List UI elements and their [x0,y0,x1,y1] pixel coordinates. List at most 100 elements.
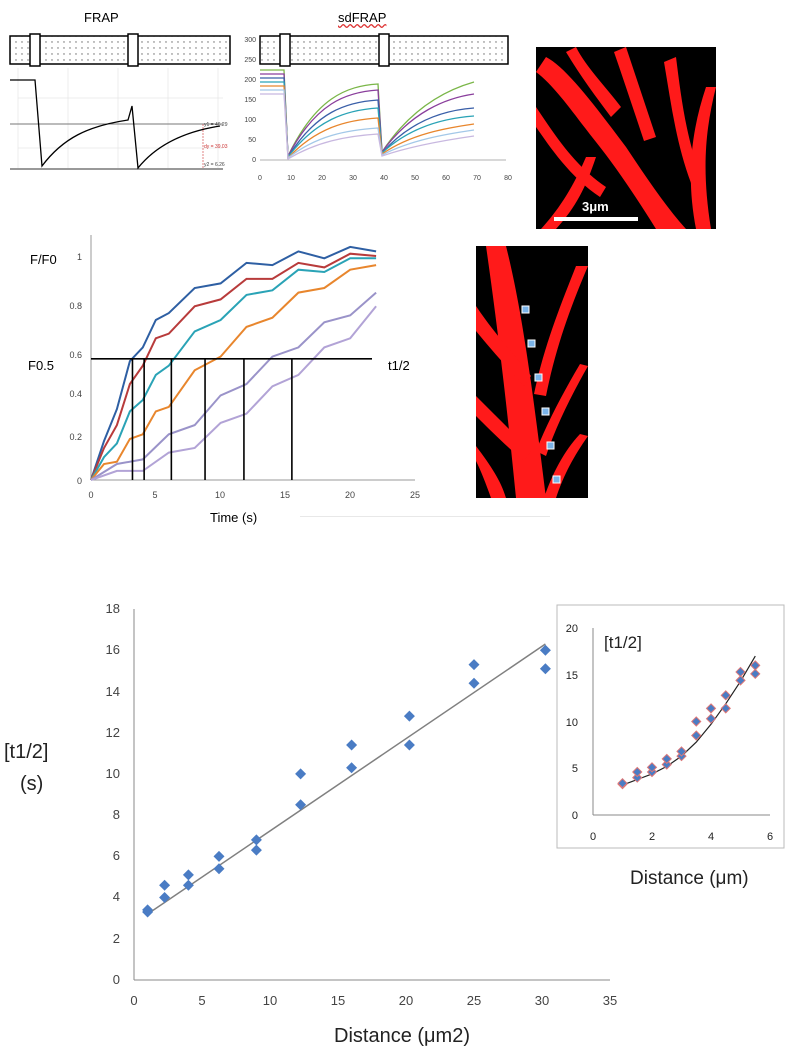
inset-scatter-point [617,778,628,789]
scatter-point [468,677,480,689]
thalf-vs-distance-inset: [t1/2] 0 5 10 15 20 0 2 4 6 [556,604,785,849]
inset-y-tick: 10 [566,717,578,729]
roi-marker [527,339,536,348]
inset-scatter-point [661,759,672,770]
scatter-point [346,739,358,751]
sdfrap-y-tick: 250 [244,57,256,64]
inset-y-label: [t1/2] [604,633,642,652]
panel-c-y-tick: 2 [113,931,120,946]
panel-b-f-half-label: F0.5 [28,358,54,373]
panel-b-y-tick: 0.2 [69,432,82,442]
faint-box [300,516,550,527]
panel-b-y-tick: 0.6 [69,350,82,360]
inset-x-tick: 4 [708,831,714,843]
panel-c-y-tick: 12 [106,725,120,740]
roi-marker [546,441,555,450]
inset-x-label: Distance (μm) [630,868,749,889]
panel-c-y-tick: 18 [106,601,120,616]
inset-scatter-point [691,716,702,727]
panel-c-y-tick: 10 [106,766,120,781]
panel-b-y-tick: 0 [77,476,82,486]
inset-x-tick: 0 [590,831,596,843]
scatter-point [159,879,171,891]
inset-scatter-point [735,675,746,686]
panel-c-y-tick: 0 [113,972,120,987]
inset-scatter-point [750,660,761,671]
sdfrap-y-tick: 150 [244,97,256,104]
recovery-curve-series [90,291,377,481]
linear-fit-line [147,643,546,915]
recovery-curve-series [90,245,377,481]
panel-c-x-tick: 5 [198,993,205,1008]
roi-marker [541,407,550,416]
panel-b-x-label: Time (s) [210,510,257,525]
sdfrap-x-tick: 40 [380,175,388,182]
inset-y-tick: 20 [566,623,578,635]
scatter-point [250,844,262,856]
recovery-curve-series [90,257,377,481]
inset-scatter-point [750,668,761,680]
panel-b-y-ticks: 1 0.8 0.6 0.4 0.2 0 [69,252,82,486]
sdfrap-traces [260,69,475,161]
panel-c-y-label-2: (s) [20,773,43,795]
inset-scatter-point [632,772,643,783]
frap-pulse-2 [127,33,139,67]
scatter-point [182,879,194,891]
roi-marker [534,373,543,382]
sdfrap-y-tick: 300 [244,37,256,44]
inset-scatter-point [735,666,746,678]
inset-y-tick: 5 [572,763,578,775]
sdfrap-x-tick: 0 [258,175,262,182]
sdfrap-title: sdFRAP [338,10,387,25]
sdfrap-x-tick: 50 [411,175,419,182]
scatter-point [295,799,307,811]
panel-b-x-tick: 0 [88,490,93,500]
sdfrap-y-tick: 200 [244,77,256,84]
frap-readout-y1: y1 = 46.29 [204,122,228,128]
inset-scatter-point [661,753,672,765]
sdfrap-pulse-1 [279,33,291,67]
frap-pulse-1 [29,33,41,67]
panel-c-x-tick: 25 [467,993,481,1008]
recovery-curves-chart: F/F0 F0.5 t1/2 Time (s) 1 0.8 0.6 0.4 0.… [28,235,420,525]
scatter-point [295,768,307,780]
scatter-point [213,850,225,862]
scatter-point [468,659,480,671]
inset-y-tick: 15 [566,670,578,682]
sdfrap-x-ticks: 0 10 20 30 40 50 60 70 80 [258,175,512,182]
panel-b-x-tick: 10 [215,490,225,500]
scatter-point [159,892,171,904]
dendrite-micrograph-bottom [476,246,588,498]
panel-b-y-tick: 0.4 [69,389,82,399]
sdfrap-y-tick: 0 [252,157,256,164]
inset-scatter-point [632,766,643,778]
sdfrap-y-ticks: 300 250 200 150 100 50 0 [244,37,256,164]
scatter-point [403,739,415,751]
inset-scatter-point [720,703,731,714]
panel-c-x-ticks: 0 5 10 15 20 25 30 35 [130,993,617,1008]
panel-c-x-tick: 10 [263,993,277,1008]
panel-b-x-tick: 25 [410,490,420,500]
sdfrap-x-tick: 20 [318,175,326,182]
inset-scatter-point [676,746,687,757]
sdfrap-y-tick: 100 [244,117,256,124]
frap-readout-y2: y2 = 6.26 [204,162,225,168]
roi-markers [521,305,561,484]
frap-schematic: y1 = 46.29 dy = 39.03 y2 = 6.26 [9,33,231,170]
panel-c-x-label: Distance (μm2) [334,1025,470,1047]
roi-marker [521,305,530,314]
inset-scatter-point [705,703,717,714]
inset-y-ticks: 0 5 10 15 20 [566,623,578,822]
inset-y-tick: 0 [572,810,578,822]
panel-b-y-label: F/F0 [30,252,57,267]
sdfrap-x-tick: 70 [473,175,481,182]
scatter-point [346,762,358,774]
inset-scatter-point [691,730,702,741]
panel-c-x-tick: 0 [130,993,137,1008]
panel-c-y-tick: 16 [106,642,120,657]
scale-bar-label: 3μm [582,199,609,214]
inset-fit-curve [622,655,756,786]
panel-c-y-tick: 8 [113,807,120,822]
panel-c-y-tick: 6 [113,848,120,863]
inset-x-ticks: 0 2 4 6 [590,831,773,843]
